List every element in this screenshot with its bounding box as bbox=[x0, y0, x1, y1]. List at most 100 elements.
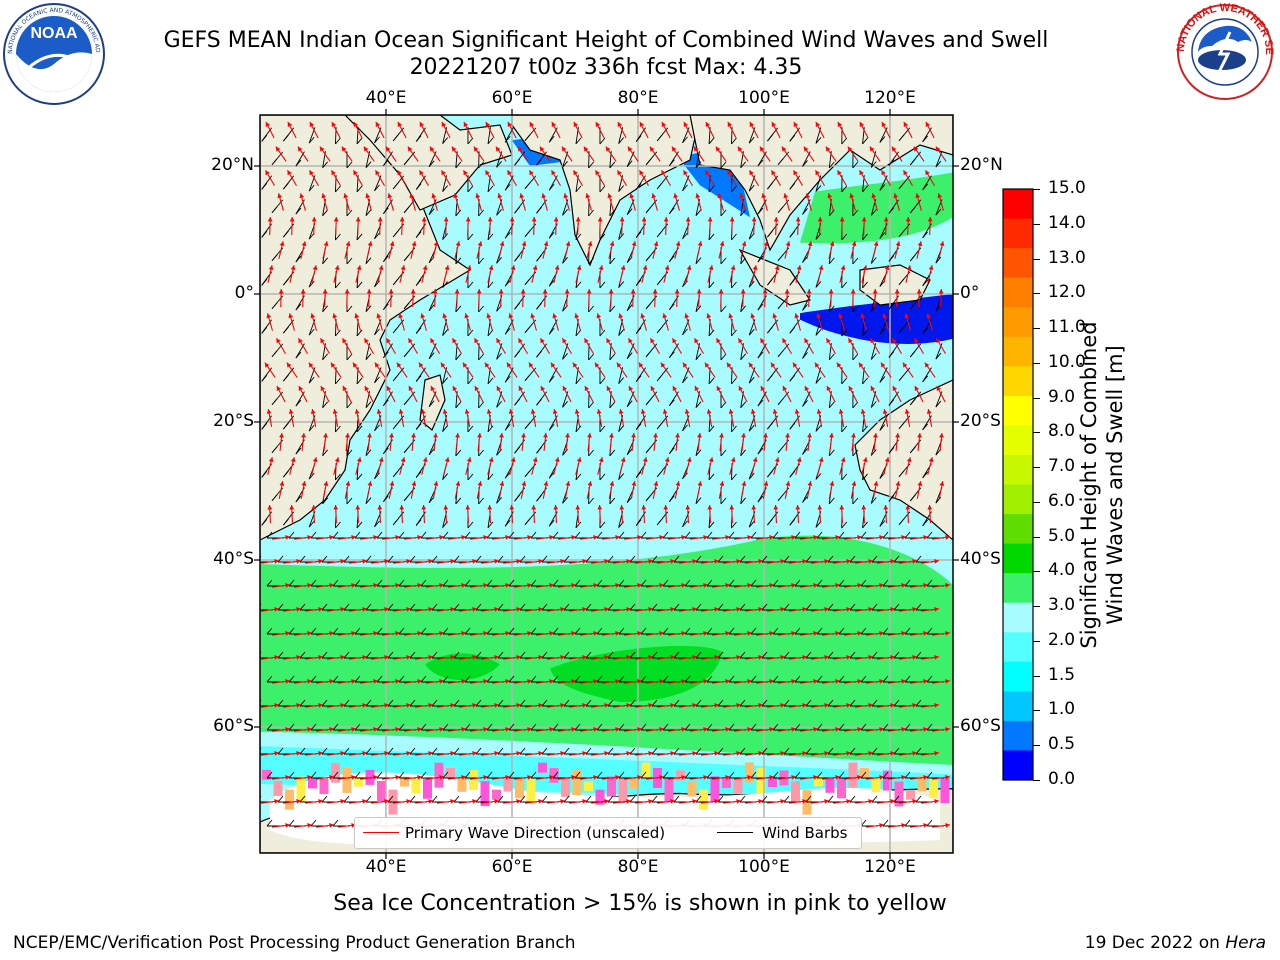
wind-barb-flag bbox=[618, 233, 625, 240]
wind-barb-flag bbox=[271, 206, 278, 214]
wind-barb-flag bbox=[888, 399, 895, 406]
wind-barb-flag bbox=[682, 184, 688, 192]
wave-arrow-head bbox=[549, 534, 554, 540]
wind-barb-flag bbox=[588, 353, 594, 361]
wave-arrow-head bbox=[807, 241, 813, 247]
wind-barb-flag bbox=[828, 257, 835, 265]
wind-barb-flag bbox=[870, 209, 877, 216]
wave-arrow-head bbox=[847, 146, 853, 152]
wave-arrow-head bbox=[286, 362, 292, 368]
wave-arrow-head bbox=[934, 750, 939, 756]
wave-arrow-head bbox=[351, 774, 356, 780]
sea-ice-cell bbox=[595, 789, 605, 805]
wave-arrow-head bbox=[433, 241, 439, 247]
wave-legend-swatch bbox=[363, 832, 399, 833]
wave-arrow-head bbox=[675, 433, 680, 438]
wind-barb-flag bbox=[514, 254, 520, 262]
wave-arrow-head bbox=[329, 582, 334, 588]
wind-barb-flag bbox=[815, 377, 822, 384]
nws-logo-icon: NATIONAL WEATHER SERVICE bbox=[1168, 0, 1278, 106]
wind-barb-flag bbox=[841, 281, 848, 289]
wave-arrow-head bbox=[279, 241, 285, 247]
wave-arrow-head bbox=[663, 217, 669, 222]
wave-arrow-head bbox=[846, 558, 851, 564]
wave-arrow-head bbox=[551, 121, 557, 127]
wave-arrow-head bbox=[747, 678, 752, 684]
wave-arrow-head bbox=[802, 750, 807, 756]
wind-barb-flag bbox=[356, 521, 363, 529]
wind-barb-flag bbox=[731, 281, 737, 289]
wind-barb-flag bbox=[635, 279, 642, 286]
wave-arrow-head bbox=[496, 385, 502, 391]
wind-barb-flag bbox=[656, 134, 663, 142]
wind-barb-flag bbox=[645, 350, 652, 358]
wave-arrow-head bbox=[813, 678, 818, 684]
wave-arrow-head bbox=[582, 798, 587, 804]
footer-machine: Hera bbox=[1225, 933, 1266, 953]
wave-arrow-head bbox=[653, 241, 659, 247]
wave-arrow-head bbox=[400, 265, 406, 271]
wave-arrow-head bbox=[507, 121, 513, 127]
sea-ice-cell bbox=[342, 767, 352, 793]
wind-barb-flag bbox=[504, 519, 511, 527]
wind-barb-flag bbox=[442, 233, 448, 240]
wave-arrow-head bbox=[571, 630, 576, 636]
wind-barb-flag bbox=[888, 303, 895, 310]
wind-barb-flag bbox=[283, 182, 289, 190]
wave-arrow-head bbox=[660, 362, 666, 368]
wind-barb-flag bbox=[588, 209, 594, 217]
sea-ice-cell bbox=[273, 780, 283, 796]
wind-barb-flag bbox=[383, 351, 389, 359]
wind-barb-flag bbox=[909, 398, 916, 406]
wave-arrow-head bbox=[330, 362, 336, 368]
colorbar-cell bbox=[1003, 661, 1033, 692]
wave-arrow-head bbox=[517, 146, 523, 152]
wave-arrow-head bbox=[287, 170, 292, 176]
wave-arrow-head bbox=[923, 534, 928, 540]
wind-barb-flag bbox=[626, 304, 633, 312]
wind-barb-flag bbox=[415, 135, 422, 142]
wave-arrow-head bbox=[780, 702, 785, 708]
wind-barb-flag bbox=[626, 448, 633, 456]
wind-barb-flag bbox=[645, 446, 652, 454]
wave-arrow-head bbox=[355, 505, 361, 510]
wind-barb-flag bbox=[374, 328, 380, 336]
wind-barb-flag bbox=[618, 137, 625, 144]
wave-arrow-head bbox=[311, 505, 317, 510]
wave-arrow-head bbox=[395, 630, 400, 636]
wave-arrow-head bbox=[312, 457, 318, 463]
wave-arrow-head bbox=[483, 582, 488, 588]
wave-arrow-head bbox=[862, 457, 868, 463]
wave-arrow-head bbox=[277, 193, 283, 199]
wave-arrow-head bbox=[373, 582, 378, 588]
wave-arrow-head bbox=[285, 726, 290, 732]
wave-arrow-head bbox=[891, 146, 897, 152]
wave-arrow-head bbox=[377, 505, 383, 510]
wind-barb-flag bbox=[322, 401, 328, 409]
colorbar-cell bbox=[1003, 366, 1033, 397]
wave-arrow-head bbox=[430, 385, 436, 391]
wave-arrow-head bbox=[340, 606, 345, 612]
wave-arrow-head bbox=[627, 146, 633, 152]
wave-arrow-head bbox=[901, 822, 906, 828]
wave-arrow-head bbox=[560, 702, 565, 708]
wave-arrow-head bbox=[817, 217, 823, 222]
wave-arrow-head bbox=[582, 702, 587, 708]
wave-arrow-head bbox=[670, 750, 675, 756]
wave-arrow-head bbox=[487, 505, 493, 510]
wave-arrow-head bbox=[763, 433, 768, 438]
wave-arrow-head bbox=[353, 121, 359, 127]
wave-arrow-head bbox=[543, 241, 549, 247]
wave-arrow-head bbox=[725, 774, 730, 780]
wind-barb-flag bbox=[599, 281, 606, 289]
wave-arrow-head bbox=[926, 409, 932, 414]
wave-arrow-head bbox=[351, 630, 356, 636]
wave-arrow-head bbox=[507, 170, 512, 176]
colorbar-tick-label: 2.0 bbox=[1048, 629, 1076, 650]
wind-barb-flag bbox=[898, 134, 905, 142]
colorbar-tick-label: 6.0 bbox=[1048, 490, 1076, 511]
wind-barb-flag bbox=[609, 449, 616, 457]
wind-barb-flag bbox=[922, 135, 928, 143]
wave-arrow-head bbox=[345, 241, 351, 247]
wave-arrow-head bbox=[695, 193, 701, 199]
